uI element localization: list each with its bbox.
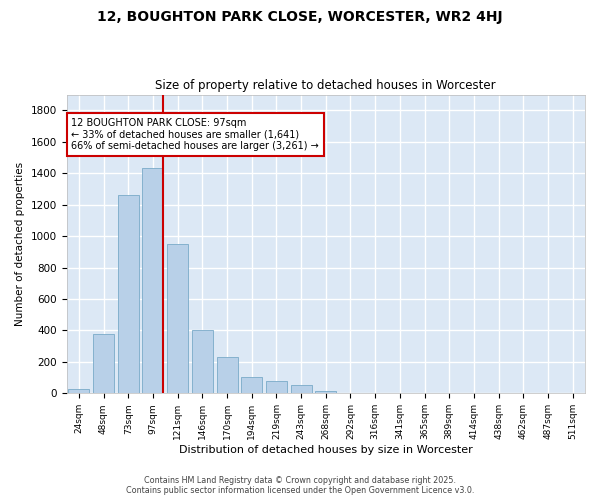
Bar [217, 357, 238, 394]
Bar [290, 384, 311, 394]
Bar [167, 244, 188, 394]
Bar [118, 195, 139, 394]
Y-axis label: Number of detached properties: Number of detached properties [15, 162, 25, 326]
X-axis label: Distribution of detached houses by size in Worcester: Distribution of detached houses by size … [179, 445, 473, 455]
Text: Contains HM Land Registry data © Crown copyright and database right 2025.
Contai: Contains HM Land Registry data © Crown c… [126, 476, 474, 495]
Bar [93, 334, 114, 394]
Bar [241, 377, 262, 394]
Bar [266, 381, 287, 394]
Text: 12 BOUGHTON PARK CLOSE: 97sqm
← 33% of detached houses are smaller (1,641)
66% o: 12 BOUGHTON PARK CLOSE: 97sqm ← 33% of d… [71, 118, 319, 152]
Title: Size of property relative to detached houses in Worcester: Size of property relative to detached ho… [155, 79, 496, 92]
Bar [68, 388, 89, 394]
Bar [142, 168, 163, 394]
Bar [192, 330, 213, 394]
Text: 12, BOUGHTON PARK CLOSE, WORCESTER, WR2 4HJ: 12, BOUGHTON PARK CLOSE, WORCESTER, WR2 … [97, 10, 503, 24]
Bar [315, 390, 336, 394]
